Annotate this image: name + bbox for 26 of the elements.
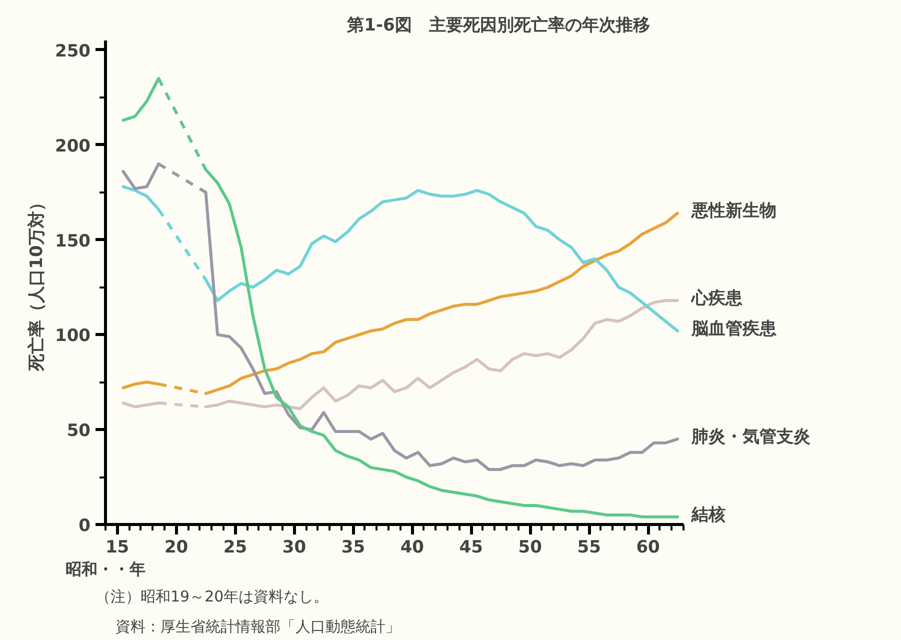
- x-tick-label: 15: [105, 538, 130, 558]
- x-tick-label: 30: [282, 538, 306, 558]
- text: 資料：厚生省統計情報部「人口動態統計」: [116, 618, 400, 636]
- x-tick-label: 20: [164, 538, 188, 558]
- x-tick-label: 25: [223, 538, 248, 558]
- chart-title: 第1-6図 主要死因別死亡率の年次推移: [346, 16, 650, 36]
- series-label: 肺炎・気管支炎: [690, 427, 811, 448]
- series-label: 脳血管疾患: [690, 318, 778, 339]
- series-label: 結核: [690, 504, 726, 525]
- x-tick-label: 55: [577, 538, 601, 558]
- y-tick-label: 200: [55, 136, 91, 156]
- x-tick-label: 45: [459, 538, 483, 558]
- y-tick-label: 100: [55, 326, 91, 346]
- series-label: 心疾患: [690, 288, 744, 309]
- x-axis-title: 昭和・・年: [66, 560, 146, 578]
- y-tick-label: 250: [55, 41, 91, 62]
- y-tick-label: 150: [55, 231, 91, 252]
- series-label: 悪性新生物: [690, 201, 777, 222]
- y-tick-label: 50: [66, 421, 91, 442]
- x-tick-label: 50: [518, 538, 542, 558]
- y-tick-label: 0: [78, 516, 91, 536]
- x-tick-label: 40: [400, 538, 424, 558]
- x-tick-label: 35: [341, 538, 366, 558]
- x-tick-label: 60: [636, 538, 660, 558]
- y-axis-title: 死亡率（人口10万対）: [27, 194, 48, 372]
- text: （注）昭和19～20年は資料なし。: [96, 588, 329, 606]
